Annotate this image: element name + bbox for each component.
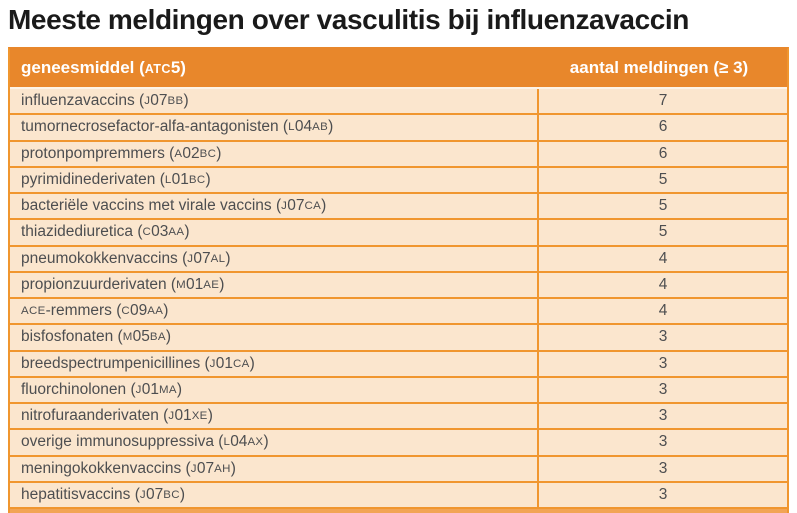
- report-count-cell: 3: [537, 404, 787, 429]
- table-row: nitrofuraanderivaten (J 01 XE) 3: [10, 402, 787, 429]
- report-count-cell: 7: [537, 89, 787, 114]
- drug-name-cell: bacteriële vaccins met virale vaccins (J…: [21, 197, 327, 215]
- atc-smallcaps: J: [168, 410, 175, 423]
- report-count-cell: 3: [537, 377, 787, 402]
- column-header-geneesmiddel: geneesmiddel (ATC5): [21, 58, 186, 77]
- report-count-cell: 3: [537, 456, 787, 481]
- atc-smallcaps: AA: [147, 305, 164, 318]
- drug-name-cell: overige immunosuppressiva (L 04 AX): [21, 433, 269, 451]
- drug-name-cell: breedspectrumpenicillines (J 01 CA): [21, 354, 255, 372]
- report-count-cell: 5: [537, 194, 787, 219]
- atc-smallcaps: ACE: [21, 305, 46, 318]
- table-header-row: geneesmiddel (ATC5) aantal meldingen (≥ …: [10, 49, 787, 87]
- atc-smallcaps: BC: [163, 488, 180, 501]
- table-row: tumornecrosefactor-alfa-antagonisten (L 0…: [10, 113, 787, 140]
- table-row: ACE -remmers (C 09 AA) 4: [10, 297, 787, 324]
- atc-smallcaps: J: [281, 200, 288, 213]
- atc-smallcaps: J: [144, 95, 151, 108]
- atc-smallcaps: J: [139, 488, 146, 501]
- atc-smallcaps: MA: [158, 383, 177, 396]
- atc-smallcaps: AX: [247, 436, 264, 449]
- vasculitis-reports-table: geneesmiddel (ATC5) aantal meldingen (≥ …: [8, 47, 789, 513]
- atc-smallcaps: L: [288, 121, 295, 134]
- report-count-cell: 3: [537, 430, 787, 455]
- report-count-cell: 5: [537, 167, 787, 192]
- atc-smallcaps: CA: [233, 357, 250, 370]
- drug-name-cell: hepatitisvaccins (J 07 BC): [21, 485, 186, 503]
- atc-smallcaps: CA: [304, 200, 322, 213]
- report-count-cell: 4: [537, 246, 787, 271]
- report-count-cell: 5: [537, 220, 787, 245]
- atc-smallcaps: M: [122, 331, 133, 344]
- report-count-cell: 3: [537, 325, 787, 350]
- atc-smallcaps: J: [190, 462, 197, 475]
- drug-name-cell: influenzavaccins (J 07 BB): [21, 92, 189, 110]
- atc-smallcaps: L: [164, 173, 172, 186]
- drug-name-cell: pneumokokkenvaccins (J 07 AL): [21, 249, 231, 267]
- drug-name-cell: pyrimidinederivaten (L 01 BC): [21, 170, 211, 188]
- atc-smallcaps: AE: [203, 278, 220, 291]
- drug-name-cell: fluorchinolonen (J 01 MA): [21, 380, 183, 398]
- atc-smallcaps: M: [176, 278, 186, 291]
- drug-name-cell: protonpompremmers (A 02 BC): [21, 144, 222, 162]
- report-count-cell: 6: [537, 141, 787, 166]
- table-row: fluorchinolonen (J 01 MA) 3: [10, 375, 787, 402]
- atc-smallcaps: AA: [168, 226, 185, 239]
- atc-smallcaps: ATC: [144, 62, 171, 76]
- column-header-aantal-meldingen: aantal meldingen (≥ 3): [569, 58, 749, 77]
- table-bottom-border: [10, 507, 787, 509]
- table-body: influenzavaccins (J 07 BB) 7 tumornecrosef…: [10, 87, 787, 507]
- report-count-cell: 4: [537, 299, 787, 324]
- drug-name-cell: nitrofuraanderivaten (J 01 XE): [21, 407, 213, 425]
- atc-smallcaps: J: [209, 357, 216, 370]
- atc-smallcaps: C: [121, 305, 131, 318]
- report-count-cell: 4: [537, 272, 787, 297]
- table-row: propionzuurderivaten (M 01 AE) 4: [10, 270, 787, 297]
- table-row: bisfosfonaten (M 05 BA) 3: [10, 323, 787, 350]
- atc-smallcaps: L: [223, 436, 231, 449]
- report-count-cell: 3: [537, 351, 787, 376]
- page-title: Meeste meldingen over vasculitis bij inf…: [8, 4, 689, 35]
- atc-smallcaps: AB: [312, 121, 329, 134]
- table-row: protonpompremmers (A 02 BC) 6: [10, 139, 787, 166]
- table-row: hepatitisvaccins (J 07 BC) 3: [10, 480, 787, 507]
- drug-name-cell: meningokokkenvaccins (J 07 AH): [21, 459, 236, 477]
- drug-name-cell: bisfosfonaten (M 05 BA): [21, 328, 172, 346]
- report-count-cell: 3: [537, 482, 787, 507]
- drug-name-cell: propionzuurderivaten (M 01 AE): [21, 275, 225, 293]
- atc-smallcaps: AL: [210, 252, 226, 265]
- table-row: influenzavaccins (J 07 BB) 7: [10, 87, 787, 114]
- table-row: thiazidediuretica (C 03 AA) 5: [10, 218, 787, 245]
- table-row: pyrimidinederivaten (L 01 BC) 5: [10, 165, 787, 192]
- atc-smallcaps: J: [187, 252, 194, 265]
- table-row: pneumokokkenvaccins (J 07 AL) 4: [10, 244, 787, 271]
- atc-smallcaps: XE: [191, 410, 208, 423]
- report-count-cell: 6: [537, 115, 787, 140]
- atc-smallcaps: J: [135, 383, 142, 396]
- atc-smallcaps: BA: [149, 331, 166, 344]
- atc-smallcaps: C: [142, 226, 152, 239]
- table-row: bacteriële vaccins met virale vaccins (J…: [10, 192, 787, 219]
- table-row: overige immunosuppressiva (L 04 AX) 3: [10, 428, 787, 455]
- drug-name-cell: ACE -remmers (C 09 AA): [21, 302, 169, 320]
- table-row: meningokokkenvaccins (J 07 AH) 3: [10, 454, 787, 481]
- table-row: breedspectrumpenicillines (J 01 CA) 3: [10, 349, 787, 376]
- atc-smallcaps: AH: [214, 462, 231, 475]
- atc-smallcaps: A: [174, 147, 183, 160]
- atc-smallcaps: BC: [188, 173, 206, 186]
- table-bottom-bar: [10, 509, 787, 513]
- atc-smallcaps: BC: [199, 147, 217, 160]
- drug-name-cell: tumornecrosefactor-alfa-antagonisten (L 0…: [21, 118, 334, 136]
- atc-smallcaps: BB: [167, 95, 184, 108]
- drug-name-cell: thiazidediuretica (C 03 AA): [21, 223, 190, 241]
